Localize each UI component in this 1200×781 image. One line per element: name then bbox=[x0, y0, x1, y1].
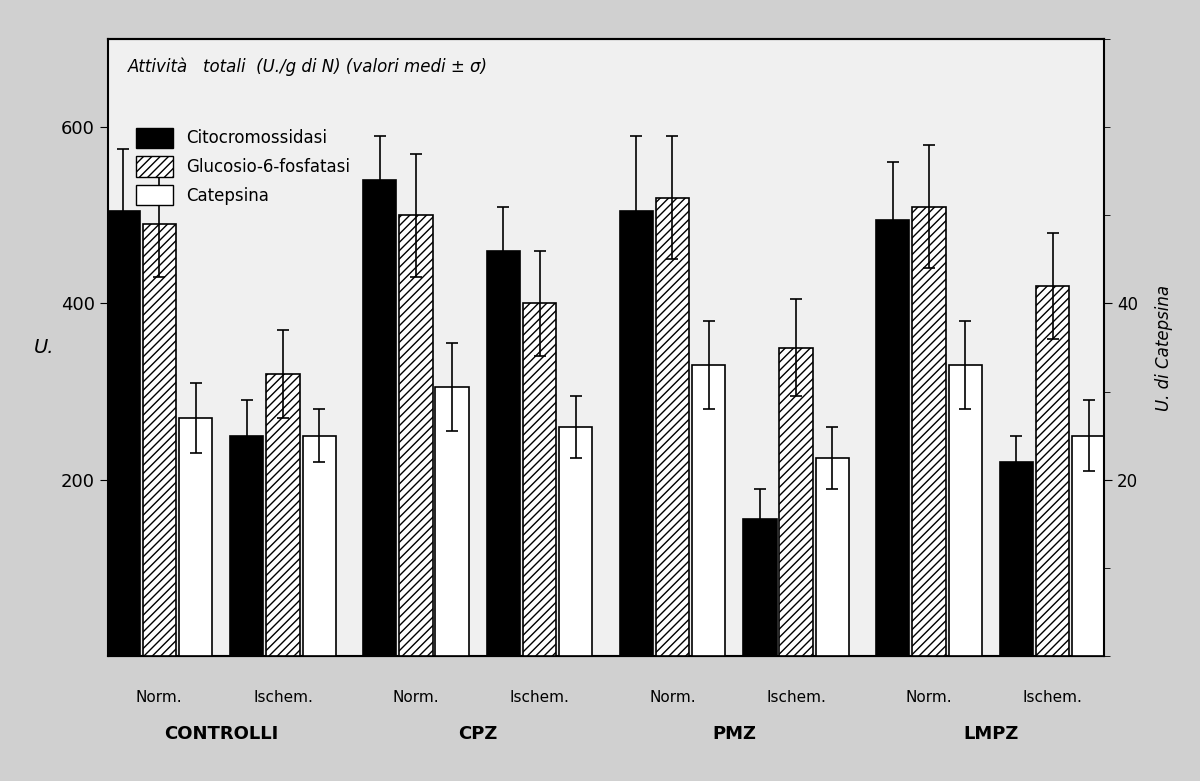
Text: Ischem.: Ischem. bbox=[767, 690, 826, 704]
Bar bbox=[362, 180, 396, 656]
Bar bbox=[1000, 462, 1033, 656]
Text: Norm.: Norm. bbox=[136, 690, 182, 704]
Text: LMPZ: LMPZ bbox=[964, 725, 1019, 743]
Bar bbox=[302, 436, 336, 656]
Bar bbox=[487, 251, 520, 656]
Bar bbox=[266, 374, 300, 656]
Bar bbox=[619, 211, 653, 656]
Bar bbox=[230, 436, 264, 656]
Bar bbox=[436, 387, 469, 656]
Bar bbox=[400, 216, 432, 656]
Text: Ischem.: Ischem. bbox=[253, 690, 313, 704]
Bar bbox=[692, 366, 725, 656]
Legend: Citocromossidasi, Glucosio-6-fosfatasi, Catepsina: Citocromossidasi, Glucosio-6-fosfatasi, … bbox=[137, 127, 350, 205]
Bar bbox=[655, 198, 689, 656]
Y-axis label: U.: U. bbox=[34, 338, 54, 357]
Bar bbox=[876, 219, 910, 656]
Bar bbox=[523, 304, 557, 656]
Y-axis label: U. di Catepsina: U. di Catepsina bbox=[1154, 284, 1172, 411]
Bar bbox=[559, 427, 593, 656]
Text: Norm.: Norm. bbox=[649, 690, 696, 704]
Bar bbox=[107, 211, 139, 656]
Text: Norm.: Norm. bbox=[392, 690, 439, 704]
Text: Ischem.: Ischem. bbox=[510, 690, 570, 704]
Bar bbox=[780, 348, 812, 656]
Text: Attività   totali  (U./g di N) (valori medi ± σ): Attività totali (U./g di N) (valori medi… bbox=[128, 58, 488, 76]
Bar bbox=[179, 418, 212, 656]
Text: CPZ: CPZ bbox=[458, 725, 497, 743]
Bar bbox=[912, 206, 946, 656]
Bar bbox=[1073, 436, 1105, 656]
Bar bbox=[143, 224, 176, 656]
Bar bbox=[743, 519, 776, 656]
Bar bbox=[1036, 286, 1069, 656]
Text: Ischem.: Ischem. bbox=[1022, 690, 1082, 704]
Text: PMZ: PMZ bbox=[713, 725, 756, 743]
Text: CONTROLLI: CONTROLLI bbox=[164, 725, 278, 743]
Bar bbox=[816, 458, 850, 656]
Text: Norm.: Norm. bbox=[906, 690, 953, 704]
Bar bbox=[948, 366, 982, 656]
